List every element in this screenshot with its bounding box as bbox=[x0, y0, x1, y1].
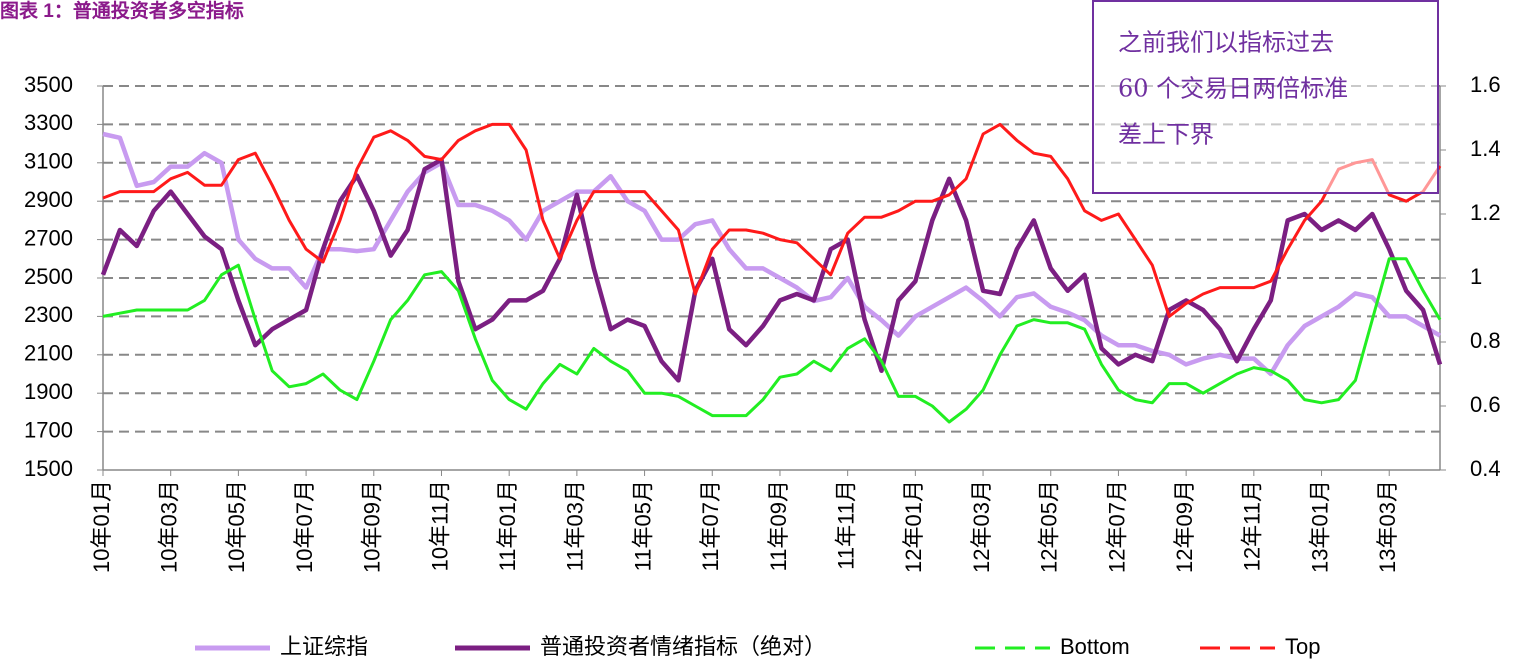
y2-tick-label: 0.6 bbox=[1470, 392, 1501, 417]
y-tick-label: 2300 bbox=[24, 302, 73, 327]
y-tick-label: 1700 bbox=[24, 417, 73, 442]
x-tick-label: 11年05月 bbox=[630, 480, 655, 571]
legend-label: 普通投资者情绪指标（绝对） bbox=[540, 634, 826, 659]
x-tick-label: 12年03月 bbox=[969, 480, 994, 573]
x-tick-label: 11年01月 bbox=[495, 480, 520, 571]
y2-tick-label: 1.2 bbox=[1470, 200, 1501, 225]
y-tick-label: 1900 bbox=[24, 379, 73, 404]
x-tick-label: 13年03月 bbox=[1375, 480, 1400, 573]
x-tick-label: 11年03月 bbox=[563, 480, 588, 571]
x-tick-label: 11年11月 bbox=[833, 480, 858, 570]
x-tick-label: 10年09月 bbox=[360, 480, 385, 573]
series-line bbox=[102, 122, 1442, 318]
series-line bbox=[102, 131, 1442, 377]
legend-label: 上证综指 bbox=[280, 634, 368, 659]
x-tick-label: 10年01月 bbox=[89, 480, 114, 573]
x-tick-label: 12年07月 bbox=[1104, 480, 1129, 573]
annotation-box bbox=[1092, 0, 1439, 194]
annotation-text: 60 个交易日两倍标准 bbox=[1118, 75, 1348, 103]
x-tick-label: 10年03月 bbox=[157, 480, 182, 573]
y-tick-label: 3500 bbox=[24, 72, 73, 97]
y2-tick-label: 1.6 bbox=[1470, 72, 1501, 97]
y-tick-label: 3100 bbox=[24, 149, 73, 174]
series-line bbox=[100, 157, 1443, 383]
series-line bbox=[102, 257, 1442, 424]
y2-tick-label: 0.8 bbox=[1470, 328, 1501, 353]
x-tick-label: 13年01月 bbox=[1307, 480, 1332, 573]
x-tick-label: 12年05月 bbox=[1037, 480, 1062, 573]
y2-tick-label: 1.4 bbox=[1470, 136, 1501, 161]
y-tick-label: 1500 bbox=[24, 456, 73, 481]
x-tick-label: 10年07月 bbox=[292, 480, 317, 573]
annotation-text: 差上下界 bbox=[1118, 121, 1214, 149]
chart-title: 图表 1：普通投资者多空指标 bbox=[0, 0, 244, 22]
y-tick-label: 3300 bbox=[24, 110, 73, 135]
annotation-text: 之前我们以指标过去 bbox=[1118, 29, 1334, 57]
x-tick-label: 10年05月 bbox=[224, 480, 249, 573]
y2-tick-label: 1 bbox=[1470, 264, 1482, 289]
x-tick-label: 10年11月 bbox=[427, 480, 452, 571]
x-tick-label: 11年09月 bbox=[766, 480, 791, 571]
y2-tick-label: 0.4 bbox=[1470, 456, 1501, 481]
x-tick-label: 11年07月 bbox=[698, 480, 723, 571]
x-tick-label: 12年01月 bbox=[901, 480, 926, 573]
legend-label: Bottom bbox=[1060, 634, 1130, 659]
x-tick-label: 12年11月 bbox=[1240, 480, 1265, 571]
x-tick-label: 12年09月 bbox=[1172, 480, 1197, 573]
y-tick-label: 2700 bbox=[24, 225, 73, 250]
y-tick-label: 2900 bbox=[24, 187, 73, 212]
y-tick-label: 2100 bbox=[24, 341, 73, 366]
y-tick-label: 2500 bbox=[24, 264, 73, 289]
legend-label: Top bbox=[1285, 634, 1320, 659]
